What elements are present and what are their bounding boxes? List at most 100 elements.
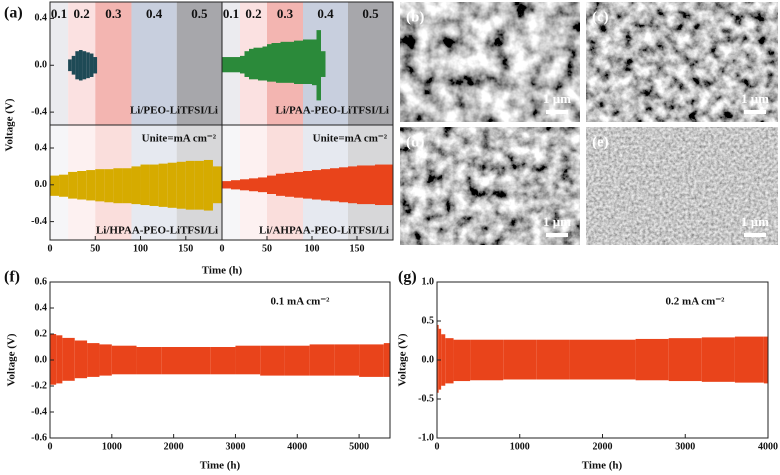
image-label: (d) — [406, 134, 424, 150]
voltage-envelope — [89, 53, 94, 77]
voltage-envelope — [357, 165, 366, 205]
voltage-envelope — [240, 179, 249, 191]
current-region — [176, 2, 222, 125]
current-region — [131, 2, 177, 125]
x-tick-label: 0 — [48, 441, 53, 452]
voltage-envelope — [249, 48, 254, 80]
y-tick-label: 0.4 — [35, 142, 48, 153]
x-tick-label: 50 — [262, 243, 272, 254]
voltage-envelope — [93, 57, 98, 74]
voltage-envelope — [285, 41, 290, 83]
x-tick-label: 2000 — [164, 441, 184, 452]
current-region — [348, 2, 393, 125]
voltage-envelope — [536, 339, 570, 380]
voltage-envelope — [235, 57, 240, 73]
voltage-envelope — [258, 47, 263, 81]
voltage-envelope — [303, 171, 312, 199]
x-tick-label: 0 — [435, 441, 440, 452]
y-tick-label: 0.6 — [35, 276, 48, 287]
voltage-envelope — [56, 335, 63, 384]
voltage-envelope — [149, 164, 159, 206]
voltage-envelope — [82, 51, 87, 80]
voltage-envelope — [74, 340, 88, 379]
scale-label: 1 μm — [543, 214, 571, 229]
voltage-envelope — [210, 347, 236, 375]
voltage-envelope — [348, 166, 357, 204]
voltage-envelope — [167, 162, 177, 208]
y-tick-label: -0.2 — [31, 380, 47, 391]
plot-frame — [221, 124, 394, 241]
voltage-envelope — [71, 55, 76, 75]
y-tick-label: 0.4 — [35, 302, 48, 313]
voltage-envelope — [62, 337, 75, 381]
voltage-envelope — [321, 169, 330, 201]
voltage-envelope — [309, 344, 335, 376]
unit-note: Unite=mA cm⁻² — [142, 133, 217, 145]
y-axis-label: Voltage (V) — [397, 333, 409, 386]
voltage-envelope — [68, 59, 72, 72]
region-label: 0.5 — [362, 6, 379, 21]
voltage-envelope — [176, 161, 186, 209]
voltage-envelope — [231, 180, 240, 190]
scale-bar — [744, 233, 766, 237]
voltage-envelope — [445, 338, 454, 384]
voltage-envelope — [86, 52, 90, 79]
voltage-envelope — [303, 39, 308, 84]
region-label: 0.3 — [105, 6, 122, 21]
y-tick-label: 0.0 — [35, 179, 48, 190]
voltage-envelope — [470, 339, 504, 381]
voltage-envelope — [203, 159, 213, 211]
voltage-envelope — [186, 347, 211, 375]
scale-label: 1 μm — [741, 214, 769, 229]
voltage-envelope — [734, 336, 764, 383]
voltage-envelope — [298, 40, 303, 84]
x-tick-label: 1000 — [102, 441, 122, 452]
scale-bar — [744, 110, 766, 114]
x-axis-label: Time (h) — [200, 460, 241, 472]
voltage-envelope — [294, 171, 303, 198]
region-label: 0.2 — [74, 6, 90, 21]
voltage-envelope — [271, 43, 276, 82]
voltage-envelope — [231, 57, 236, 73]
y-tick-label: 0.0 — [35, 354, 48, 365]
voltage-envelope — [161, 347, 186, 375]
voltage-envelope — [131, 166, 141, 205]
y-tick-label: -0.6 — [31, 432, 47, 443]
voltage-envelope — [280, 41, 285, 83]
scale-bar — [546, 233, 568, 237]
sem-image — [400, 2, 580, 122]
current-region — [50, 2, 69, 125]
voltage-envelope — [307, 39, 312, 84]
image-label: (b) — [406, 9, 424, 25]
cell-label: Li/HPAA-PEO-LiTFSI/Li — [96, 225, 218, 237]
scale-label: 1 μm — [543, 91, 571, 106]
voltage-envelope — [569, 339, 603, 380]
voltage-envelope — [136, 347, 162, 375]
sem-image — [586, 2, 778, 122]
voltage-envelope — [104, 169, 114, 203]
scale-bar — [546, 110, 568, 114]
voltage-envelope — [262, 46, 267, 81]
image-label: (e) — [592, 134, 609, 150]
voltage-envelope — [339, 167, 348, 203]
voltage-envelope — [222, 57, 227, 73]
voltage-envelope — [312, 39, 317, 86]
region-label: 0.4 — [146, 6, 163, 21]
voltage-envelope — [95, 169, 105, 202]
annotation: 0.2 mA cm⁻² — [666, 296, 726, 308]
x-tick-label: 3000 — [675, 441, 695, 452]
voltage-envelope — [441, 334, 446, 386]
voltage-envelope — [375, 164, 384, 206]
voltage-envelope — [226, 57, 231, 73]
x-tick-label: 1000 — [510, 441, 530, 452]
x-tick-label: 150 — [350, 243, 365, 254]
region-label: 0.1 — [223, 6, 239, 21]
region-label: 0.5 — [191, 6, 208, 21]
x-tick-label: 3000 — [225, 441, 245, 452]
voltage-envelope — [87, 343, 100, 377]
voltage-envelope — [194, 160, 204, 210]
voltage-envelope — [384, 164, 393, 206]
x-tick-label: 100 — [133, 243, 148, 254]
voltage-envelope — [503, 339, 537, 380]
